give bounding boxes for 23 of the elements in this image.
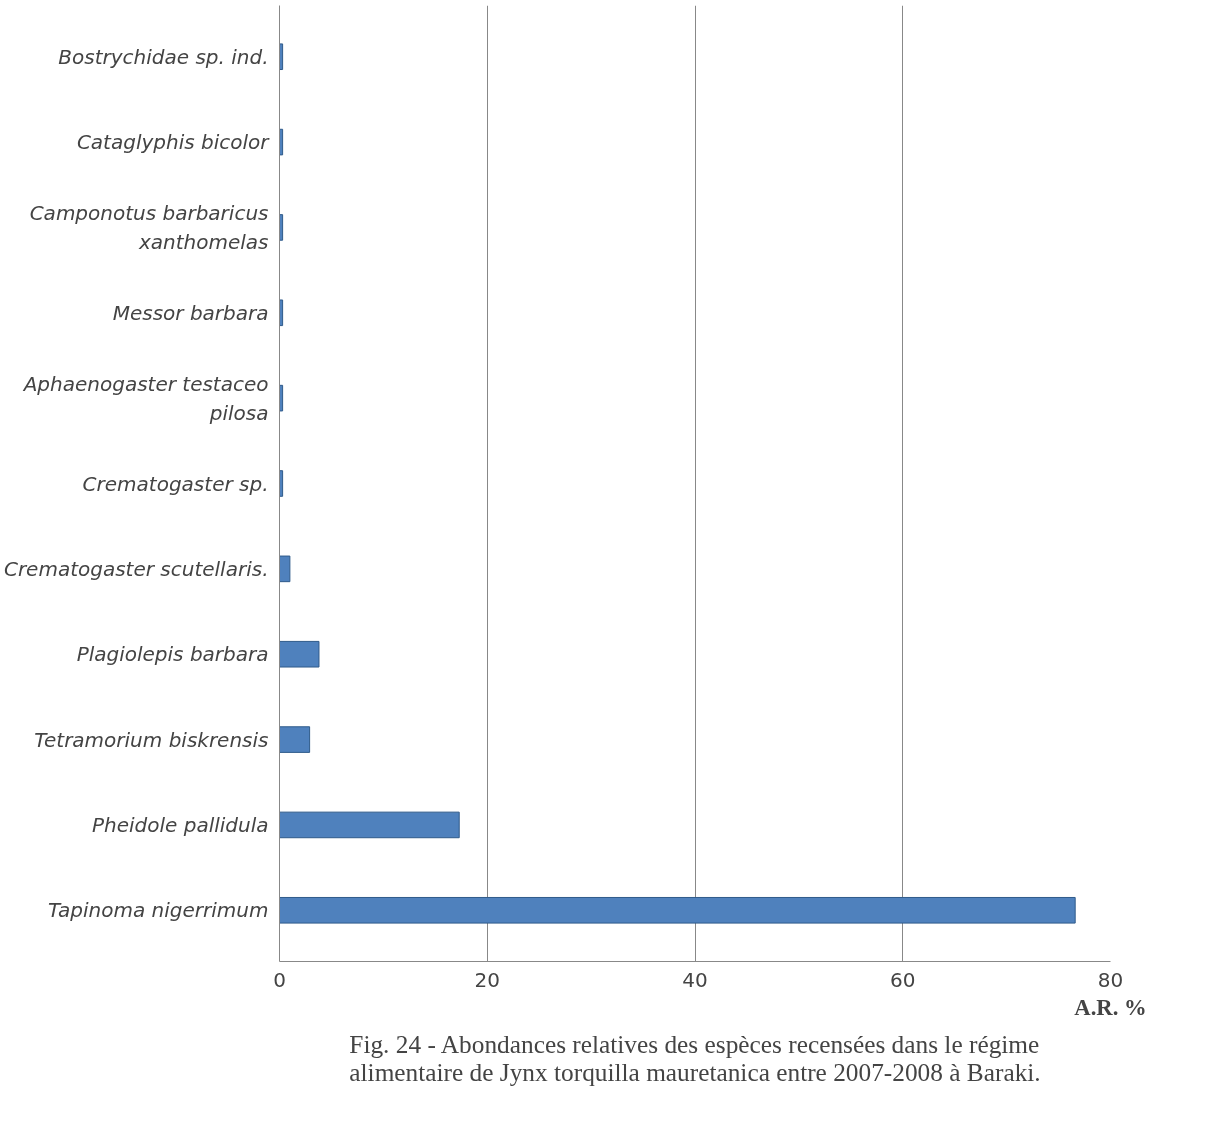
x-axis-title: A.R. % [1074,994,1147,1020]
y-tick-label: Aphaenogaster testaceo pilosa [21,371,269,425]
y-tick-label: Cataglyphis bicolor [76,130,271,155]
text: Fig. 24 - Abondances relatives des espèces recensées dans le régime alimentaire de Jynx torquilla mauretanica entre 2007-2008 à Baraki. [349,1029,1041,1086]
bar [279,811,460,839]
y-tick-label: Crematogaster scutellaris. [3,556,269,581]
bar [279,640,320,668]
y-tick-label: Tapinoma nigerrimum [47,898,269,923]
bar [279,896,1076,924]
x-tick-label: 80 [1097,967,1124,992]
y-tick-label: Messor barbara [112,300,269,325]
y-tick-label: Tetramorium biskrensis [34,727,269,752]
bar [279,726,311,753]
y-tick-label: Pheidole pallidula [91,812,269,837]
y-tick-label: Crematogaster sp. [82,471,269,496]
x-tick-label: 60 [890,967,916,992]
y-tick-label: Plagiolepis barbara [76,642,269,667]
x-tick-label: 20 [474,967,500,992]
y-tick-label: Camponotus barbaricus xanthomelas [29,201,269,254]
x-tick-label: 40 [682,967,708,992]
bar [279,555,291,583]
y-tick-label: Bostrychidae sp. ind. [58,44,269,69]
x-tick-label: 0 [273,967,286,992]
